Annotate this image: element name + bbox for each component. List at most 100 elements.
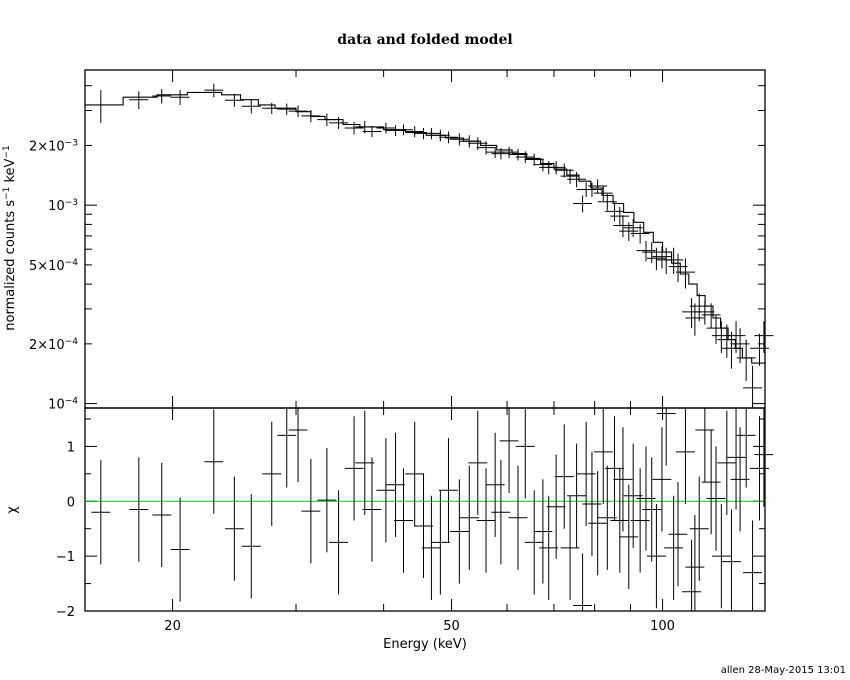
data-point <box>546 160 566 175</box>
data-point <box>610 206 630 227</box>
data-point <box>394 124 413 136</box>
bottom-y-tick-labels: −2 −1 0 1 <box>56 440 75 620</box>
x-tick-labels: 20 50 100 <box>164 619 675 634</box>
top-y-axis-label: normalized counts s−1 keV−1 <box>2 145 18 330</box>
bottom-y-tick-label: −2 <box>56 605 75 620</box>
residual-point <box>619 484 639 590</box>
residual-point <box>623 443 643 548</box>
residual-point <box>754 408 774 507</box>
data-point <box>439 131 458 144</box>
data-point <box>277 103 297 115</box>
data-point <box>152 89 172 104</box>
data-point <box>288 105 308 118</box>
bottom-panel-ticks <box>85 408 765 612</box>
residual-point <box>204 409 224 514</box>
data-point <box>736 339 756 381</box>
data-point <box>344 121 364 135</box>
residual-point <box>533 479 553 584</box>
residual-point <box>476 468 496 573</box>
x-tick-label: 50 <box>443 619 460 634</box>
residual-point <box>515 408 535 499</box>
residual-point <box>449 479 469 584</box>
top-y-tick-label: 2×10−3 <box>29 138 78 154</box>
residual-data-points <box>91 408 774 611</box>
data-point <box>533 158 553 172</box>
data-point <box>204 83 224 98</box>
data-point <box>224 94 244 107</box>
data-point <box>449 133 469 146</box>
bottom-y-tick-label: −1 <box>56 550 75 565</box>
residual-point <box>701 429 721 535</box>
model-step-line <box>85 91 765 364</box>
data-point <box>386 125 406 137</box>
residual-point <box>736 408 756 488</box>
bottom-panel-frame <box>84 407 766 612</box>
data-point <box>573 195 593 213</box>
residual-point <box>668 482 688 587</box>
data-point <box>524 153 544 166</box>
residual-point <box>288 408 308 483</box>
residual-point <box>642 457 662 562</box>
data-point <box>605 202 624 222</box>
data-point <box>652 246 672 269</box>
data-point <box>430 129 450 142</box>
x-tick-label: 20 <box>164 619 181 634</box>
data-point <box>262 102 282 115</box>
residual-point <box>730 427 750 532</box>
data-point <box>675 258 695 289</box>
residual-point <box>468 410 488 515</box>
data-point <box>362 126 382 138</box>
data-point <box>317 113 337 127</box>
data-point <box>376 122 396 134</box>
data-point <box>636 240 656 262</box>
data-point <box>646 247 666 271</box>
residual-point <box>386 432 406 537</box>
residual-point <box>613 427 633 532</box>
residual-point <box>508 465 528 570</box>
data-point <box>701 303 721 329</box>
residual-point <box>459 465 479 570</box>
residual-point <box>652 427 672 532</box>
top-y-tick-label: 5×10−4 <box>29 258 78 274</box>
data-point <box>515 151 535 164</box>
data-point <box>722 331 741 369</box>
data-point <box>301 109 321 123</box>
bottom-y-tick-label: 1 <box>67 440 75 455</box>
data-point <box>91 90 111 123</box>
bottom-y-tick-label: 0 <box>67 495 75 510</box>
residual-point <box>129 457 149 562</box>
residual-point <box>394 468 413 573</box>
residual-point <box>711 504 731 609</box>
residual-point <box>421 495 441 601</box>
data-point <box>726 321 746 353</box>
x-tick-label: 100 <box>650 619 675 634</box>
data-point <box>170 90 190 105</box>
residual-point <box>636 446 656 551</box>
residual-point <box>170 497 190 602</box>
residual-point <box>610 468 630 573</box>
residual-point <box>376 438 396 543</box>
residual-point <box>355 410 375 515</box>
residual-point <box>588 471 608 576</box>
data-point <box>241 99 261 114</box>
residual-point <box>726 408 746 510</box>
data-point <box>459 135 479 148</box>
top-y-tick-label: 10−3 <box>48 198 78 214</box>
data-point <box>706 314 726 344</box>
data-point <box>630 224 650 244</box>
residual-point <box>546 454 566 559</box>
data-point <box>619 222 639 241</box>
residual-point <box>491 460 511 565</box>
data-point <box>685 303 705 336</box>
data-point <box>613 215 633 238</box>
residual-point <box>605 416 624 521</box>
residual-point <box>485 432 505 537</box>
top-panel-ticks <box>85 70 765 408</box>
residual-point <box>750 416 769 521</box>
data-point <box>329 117 349 130</box>
data-point <box>689 293 709 322</box>
data-point <box>682 298 702 329</box>
residual-point <box>576 421 596 526</box>
bottom-y-axis-label: χ <box>5 506 20 514</box>
residual-point <box>301 459 321 564</box>
